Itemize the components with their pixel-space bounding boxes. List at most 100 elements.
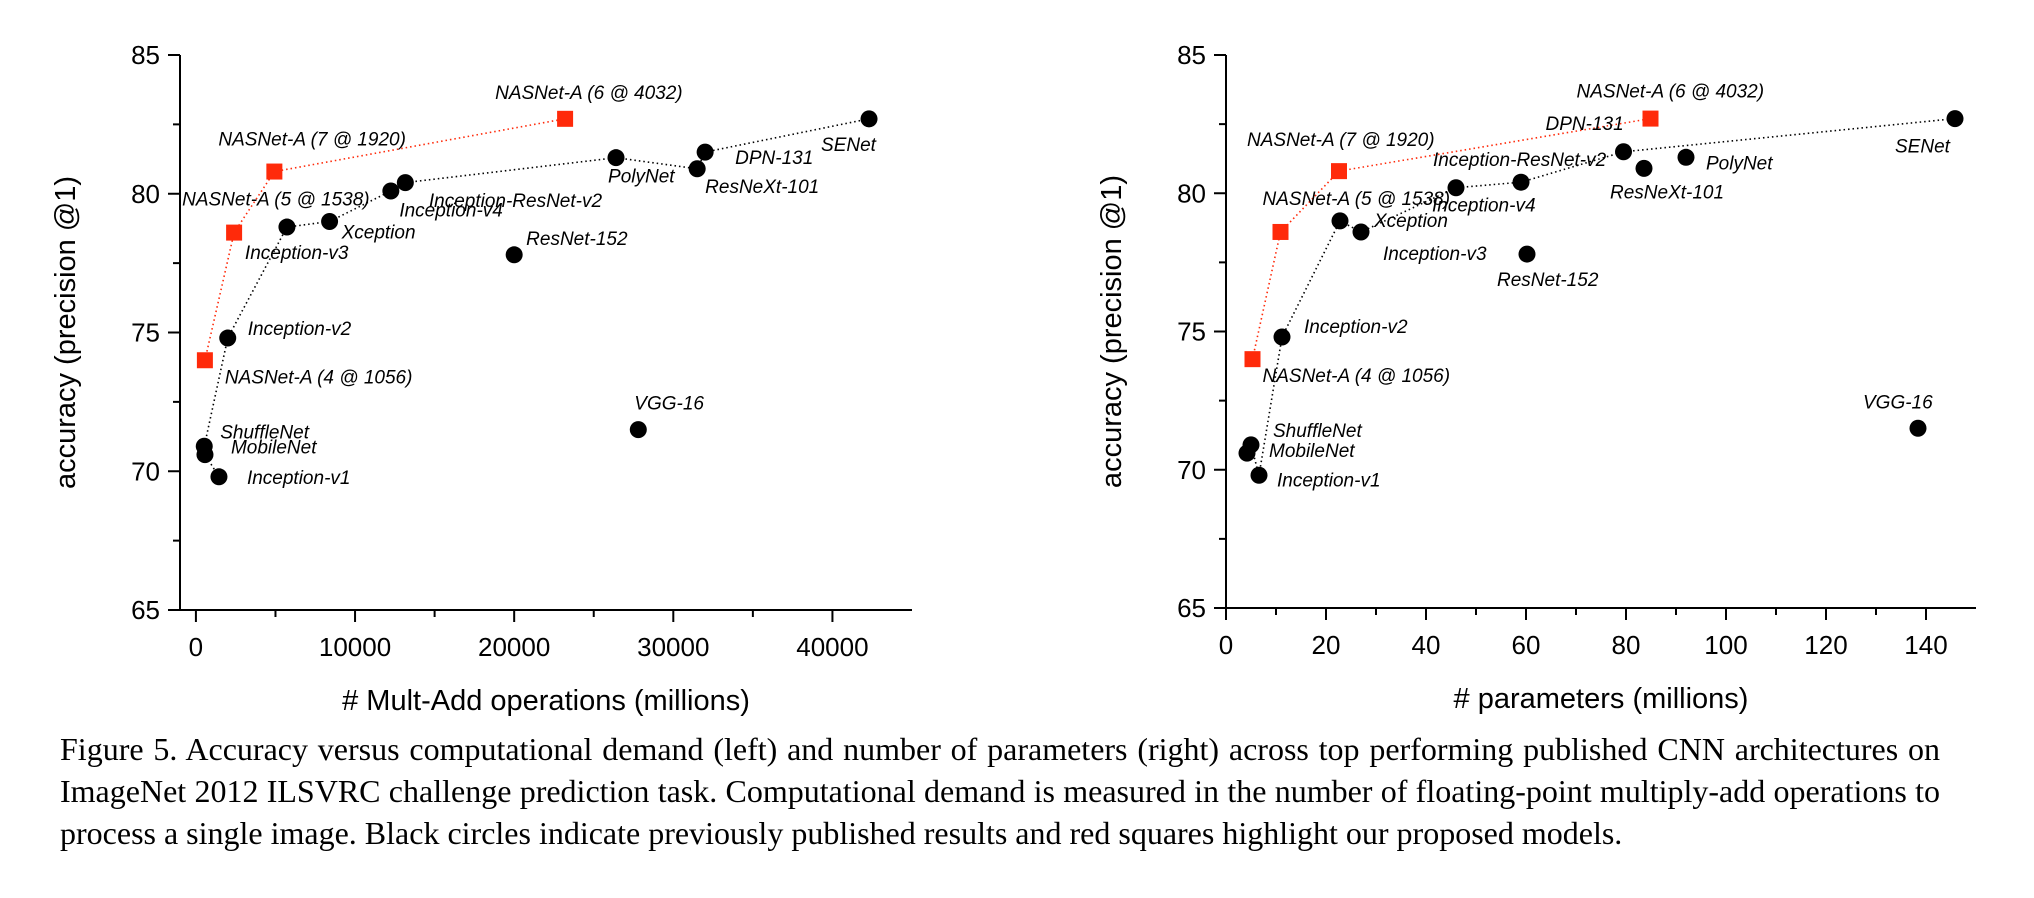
- previous-point-inception-v2: [1273, 328, 1291, 346]
- point-label-mobilenet: MobileNet: [231, 438, 317, 459]
- x-tick-label: 140: [1904, 630, 1947, 660]
- point-label-inception-resnet-v2: Inception-ResNet-v2: [429, 191, 603, 212]
- point-label-nasnet-a-6-4032: NASNet-A (6 @ 4032): [1577, 82, 1765, 103]
- previous-point-resnet-152: [1518, 245, 1536, 263]
- previous-point-vgg-16: [629, 421, 647, 439]
- point-label-nasnet-a-5-1538: NASNet-A (5 @ 1538): [182, 190, 370, 211]
- x-axis-title: # parameters (millions): [1454, 683, 1749, 715]
- previous-point-inception-v1: [1250, 466, 1268, 484]
- x-tick-label: 20000: [478, 632, 550, 662]
- x-tick-label: 40: [1412, 630, 1441, 660]
- proposed-point-nasnet-a-6-4032: [1642, 110, 1659, 127]
- point-label-xception: Xception: [341, 223, 416, 244]
- point-label-inception-resnet-v2: Inception-ResNet-v2: [1433, 150, 1607, 171]
- point-label-nasnet-a-5-1538: NASNet-A (5 @ 1538): [1263, 189, 1451, 210]
- point-label-resnext-101: ResNeXt-101: [705, 177, 819, 198]
- x-axis-title: # Mult-Add operations (millions): [342, 685, 750, 717]
- y-tick-label: 70: [131, 456, 160, 486]
- proposed-point-nasnet-a-5-1538: [1272, 223, 1289, 240]
- point-label-inception-v1: Inception-v1: [247, 468, 351, 489]
- point-label-shufflenet: ShuffleNet: [220, 422, 309, 443]
- point-label-shufflenet: ShuffleNet: [1273, 421, 1362, 442]
- point-label-senet: SENet: [1895, 137, 1951, 158]
- proposed-connector-line: [204, 118, 566, 361]
- point-label-inception-v3: Inception-v3: [245, 243, 349, 264]
- point-label-inception-v1: Inception-v1: [1277, 470, 1381, 491]
- proposed-point-nasnet-a-4-1056: [196, 352, 213, 369]
- previous-point-inception-v2: [219, 329, 237, 347]
- previous-point-inception-v3: [278, 218, 296, 236]
- proposed-point-nasnet-a-4-1056: [1244, 351, 1261, 368]
- point-label-resnet-152: ResNet-152: [526, 229, 628, 250]
- y-tick-label: 80: [1177, 178, 1206, 208]
- point-label-dpn-131: DPN-131: [735, 148, 813, 169]
- previous-point-dpn-131: [1615, 143, 1632, 161]
- previous-point-resnet-152: [505, 246, 523, 264]
- point-label-polynet: PolyNet: [1706, 153, 1773, 174]
- previous-point-polynet: [607, 149, 625, 167]
- figure-caption: Figure 5. Accuracy versus computational …: [60, 731, 1940, 851]
- point-label-resnet-152: ResNet-152: [1497, 270, 1599, 291]
- y-tick-label: 85: [1177, 40, 1206, 70]
- previous-point-resnext-101: [688, 160, 706, 178]
- point-label-vgg-16: VGG-16: [1863, 392, 1933, 413]
- point-label-nasnet-a-7-1920: NASNet-A (7 @ 1920): [218, 130, 406, 151]
- previous-point-senet: [860, 110, 878, 128]
- point-label-nasnet-a-4-1056: NASNet-A (4 @ 1056): [1263, 366, 1451, 387]
- previous-point-inception-v4: [1447, 179, 1465, 197]
- previous-point-vgg-16: [1909, 419, 1927, 437]
- x-tick-label: 10000: [319, 632, 391, 662]
- x-tick-label: 0: [189, 632, 203, 662]
- x-tick-label: 0: [1219, 630, 1233, 660]
- point-label-nasnet-a-6-4032: NASNet-A (6 @ 4032): [495, 83, 683, 104]
- y-tick-label: 70: [1177, 455, 1206, 485]
- previous-point-inception-v1: [210, 468, 228, 486]
- y-axis-title: accuracy (precision @1): [1096, 175, 1128, 488]
- point-label-dpn-131: DPN-131: [1546, 114, 1624, 135]
- x-tick-label: 30000: [637, 632, 709, 662]
- point-label-vgg-16: VGG-16: [634, 394, 704, 415]
- previous-point-dpn-131: [696, 143, 714, 161]
- previous-point-xception: [321, 213, 339, 230]
- x-tick-label: 20: [1312, 630, 1341, 660]
- point-label-xception: Xception: [1373, 211, 1448, 232]
- point-label-mobilenet: MobileNet: [1269, 441, 1355, 462]
- point-label-inception-v4: Inception-v4: [399, 201, 503, 222]
- previous-point-inception-resnet-v2: [1512, 173, 1530, 191]
- proposed-point-nasnet-a-6-4032: [557, 110, 574, 127]
- y-tick-label: 65: [131, 595, 160, 625]
- y-tick-label: 80: [131, 179, 160, 209]
- point-label-inception-v4: Inception-v4: [1432, 196, 1536, 217]
- y-tick-label: 75: [1177, 317, 1206, 347]
- point-label-inception-v2: Inception-v2: [248, 319, 352, 340]
- previous-point-inception-resnet-v2: [382, 182, 400, 200]
- chart-panel-2: 65 70 75 80 85 0 20 40 60 80 100 120 140 # parameters…: [1096, 40, 1976, 715]
- previous-point-inception-v4: [396, 174, 414, 192]
- previous-point-polynet: [1677, 148, 1695, 166]
- point-label-nasnet-a-4-1056: NASNet-A (4 @ 1056): [225, 367, 413, 388]
- point-label-senet: SENet: [821, 135, 877, 156]
- proposed-connector-line: [1251, 117, 1651, 360]
- point-label-inception-v2: Inception-v2: [1304, 317, 1408, 338]
- previous-point-shufflenet: [195, 437, 213, 455]
- chart-panel-1: 65 70 75 80 85 0 10000 20000 30000 40000 # Mult-Ad…: [50, 40, 912, 717]
- point-label-resnext-101: ResNeXt-101: [1610, 182, 1724, 203]
- y-tick-label: 85: [131, 40, 160, 70]
- proposed-point-nasnet-a-5-1538: [226, 224, 243, 241]
- previous-point-shufflenet: [1242, 436, 1260, 454]
- x-tick-label: 100: [1704, 630, 1747, 660]
- point-label-inception-v3: Inception-v3: [1383, 244, 1487, 265]
- previous-point-xception: [1331, 212, 1349, 230]
- y-tick-label: 65: [1177, 593, 1206, 623]
- previous-point-inception-v3: [1352, 223, 1370, 241]
- point-label-nasnet-a-7-1920: NASNet-A (7 @ 1920): [1247, 130, 1435, 151]
- proposed-point-nasnet-a-7-1920: [1331, 163, 1347, 180]
- point-label-polynet: PolyNet: [608, 167, 675, 188]
- y-axis-title: accuracy (precision @1): [50, 176, 82, 489]
- x-tick-label: 60: [1512, 630, 1541, 660]
- x-tick-label: 120: [1804, 630, 1847, 660]
- x-tick-label: 40000: [796, 632, 868, 662]
- previous-point-senet: [1946, 110, 1964, 128]
- proposed-point-nasnet-a-7-1920: [266, 163, 283, 180]
